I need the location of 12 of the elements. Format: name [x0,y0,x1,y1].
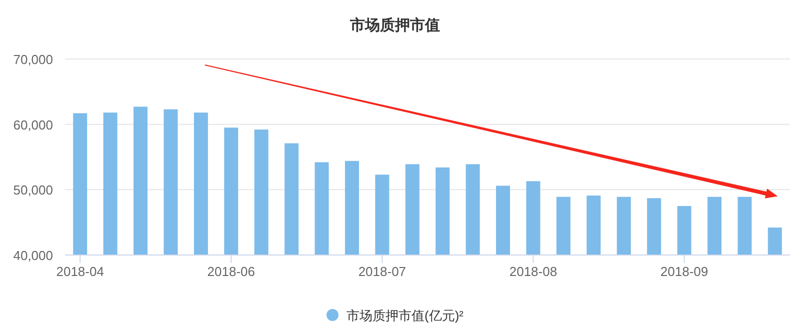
y-tick-label: 40,000 [13,248,53,263]
x-tick-label: 2018-08 [509,264,558,279]
x-tick-label: 2018-04 [56,264,104,279]
x-tick-label: 2018-07 [358,264,406,279]
x-tick-label: 2018-09 [660,264,708,279]
y-tick-label: 50,000 [13,182,53,198]
y-tick-label: 60,000 [13,117,53,132]
chart-title: 市场质押市值 [349,16,440,34]
legend: 市场质押市值(亿元)² [326,308,464,323]
x-tick-label: 2018-06 [207,264,256,279]
y-tick-label: 70,000 [13,52,53,67]
legend-label: 市场质押市值(亿元)² [346,308,464,323]
